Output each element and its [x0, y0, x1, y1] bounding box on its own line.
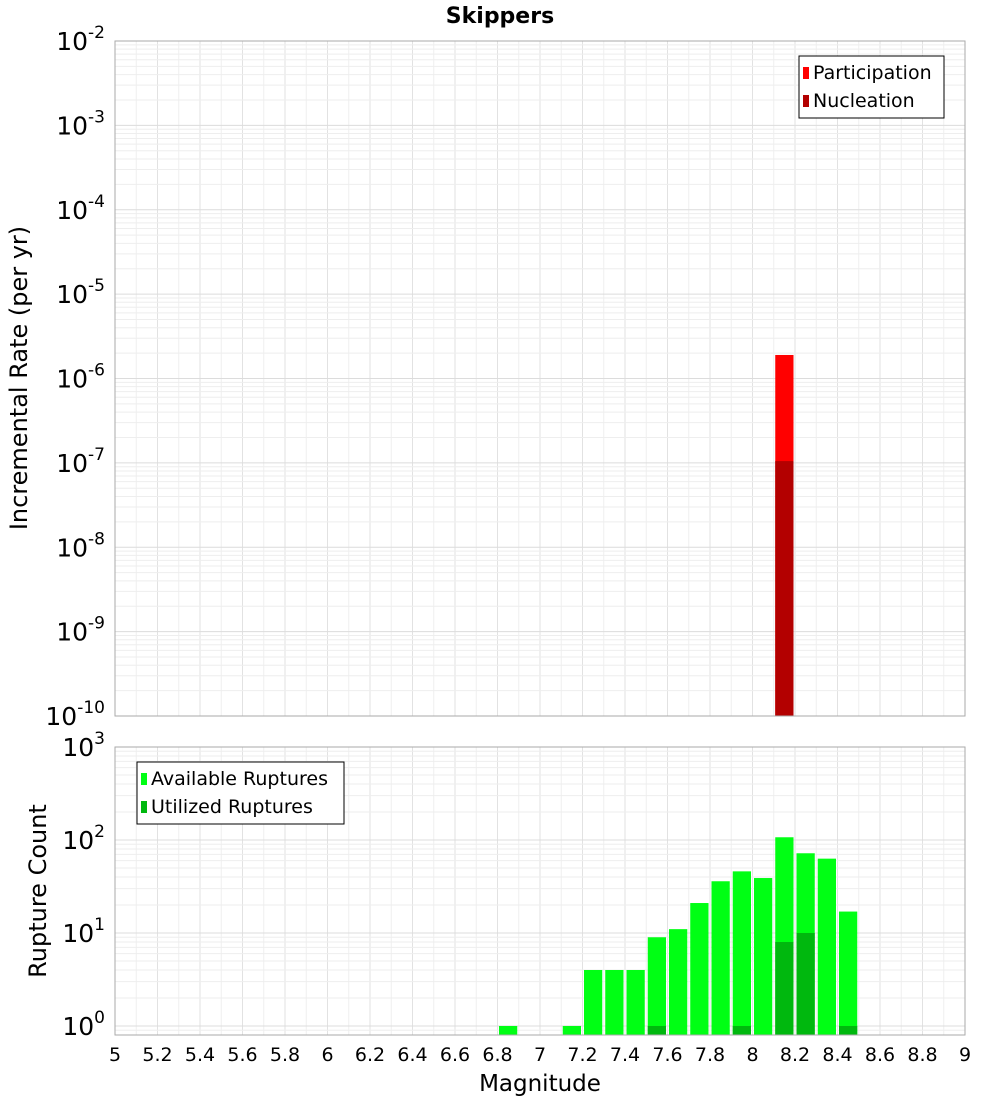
bar — [817, 858, 836, 1035]
y-tick-label: 10-2 — [56, 23, 105, 56]
legend-box — [798, 55, 945, 119]
x-tick-label: 5.2 — [142, 1044, 172, 1066]
bar — [711, 881, 730, 1035]
y-tick-labels: 103 102 101 100 — [62, 729, 105, 1041]
legend-swatch — [803, 95, 809, 107]
x-tick-label: 7.4 — [610, 1044, 640, 1066]
y-tick-label: 103 — [62, 729, 105, 762]
y-tick-label: 101 — [62, 915, 105, 948]
bar — [732, 871, 751, 1035]
legend: Participation Nucleation — [798, 55, 945, 119]
y-tick-label: 100 — [62, 1008, 105, 1041]
bar — [647, 937, 666, 1035]
x-tick-label: 8 — [746, 1044, 758, 1066]
x-tick-label: 7 — [534, 1044, 546, 1066]
x-tick-label: 7.6 — [652, 1044, 682, 1066]
y-axis-label: Incremental Rate (per yr) — [5, 226, 33, 530]
plot-area-border — [114, 746, 966, 1036]
x-tick-label: 7.2 — [567, 1044, 597, 1066]
y-tick-label: 10-8 — [56, 529, 105, 562]
plot-area-border — [114, 40, 966, 717]
y-tick-label: 10-7 — [56, 445, 105, 478]
x-tick-label: 6.4 — [397, 1044, 427, 1066]
legend-label: Utilized Ruptures — [151, 796, 313, 818]
bar — [839, 911, 858, 1035]
y-tick-label: 10-6 — [56, 361, 105, 394]
legend-label: Nucleation — [813, 90, 915, 112]
x-tick-labels: 5 5.2 5.4 5.6 5.8 6 6.2 6.4 6.6 6.8 7 7.2 7.4 7.6 7.8 8… — [109, 1044, 971, 1066]
x-axis-label: Magnitude — [479, 1071, 601, 1097]
x-tick-label: 8.8 — [907, 1044, 937, 1066]
bar — [647, 1025, 666, 1035]
y-tick-label: 10-9 — [56, 614, 105, 647]
y-tick-label: 10-4 — [56, 192, 105, 225]
series-bars-1 — [775, 461, 794, 716]
bar — [839, 1025, 858, 1035]
bar — [626, 969, 645, 1035]
y-tick-label: 10-5 — [56, 276, 105, 309]
x-tick-label: 6.6 — [440, 1044, 470, 1066]
y-tick-label: 102 — [62, 822, 105, 855]
y-tick-label: 10-3 — [56, 107, 105, 140]
bar — [605, 969, 624, 1035]
legend-swatch — [803, 67, 809, 79]
bar — [499, 1025, 518, 1035]
x-tick-label: 7.8 — [695, 1044, 725, 1066]
bar — [732, 1025, 751, 1035]
x-tick-label: 6 — [321, 1044, 333, 1066]
y-tick-label: 10-10 — [45, 698, 105, 731]
series-bars-1 — [647, 932, 858, 1035]
x-tick-label: 8.4 — [822, 1044, 852, 1066]
legend: Available Ruptures Utilized Ruptures — [136, 761, 345, 825]
x-tick-label: 5.4 — [185, 1044, 215, 1066]
bar — [775, 942, 794, 1035]
x-tick-label: 5 — [109, 1044, 121, 1066]
legend-label: Participation — [813, 62, 932, 84]
x-tick-label: 5.6 — [227, 1044, 257, 1066]
legend-swatch — [141, 773, 147, 785]
x-tick-label: 9 — [959, 1044, 971, 1066]
plot-grid — [114, 40, 966, 717]
legend-box — [136, 761, 345, 825]
legend-label: Available Ruptures — [151, 768, 328, 790]
y-axis-label: Rupture Count — [24, 804, 52, 978]
bar — [754, 878, 773, 1035]
series-bars-0 — [499, 837, 858, 1035]
x-tick-label: 6.2 — [355, 1044, 385, 1066]
bar — [690, 903, 709, 1035]
bar — [796, 932, 815, 1035]
x-tick-label: 8.2 — [780, 1044, 810, 1066]
chart-title: Skippers — [446, 4, 554, 29]
bar — [584, 969, 603, 1035]
y-tick-labels: 10-2 10-3 10-4 10-5 10-6 10-7 10-8 10-9 10-10 — [45, 23, 105, 731]
x-tick-label: 5.8 — [270, 1044, 300, 1066]
bar — [562, 1025, 581, 1035]
bar — [669, 929, 688, 1035]
bar — [775, 461, 794, 716]
x-tick-label: 6.8 — [482, 1044, 512, 1066]
legend-swatch — [141, 801, 147, 813]
x-tick-label: 8.6 — [865, 1044, 895, 1066]
